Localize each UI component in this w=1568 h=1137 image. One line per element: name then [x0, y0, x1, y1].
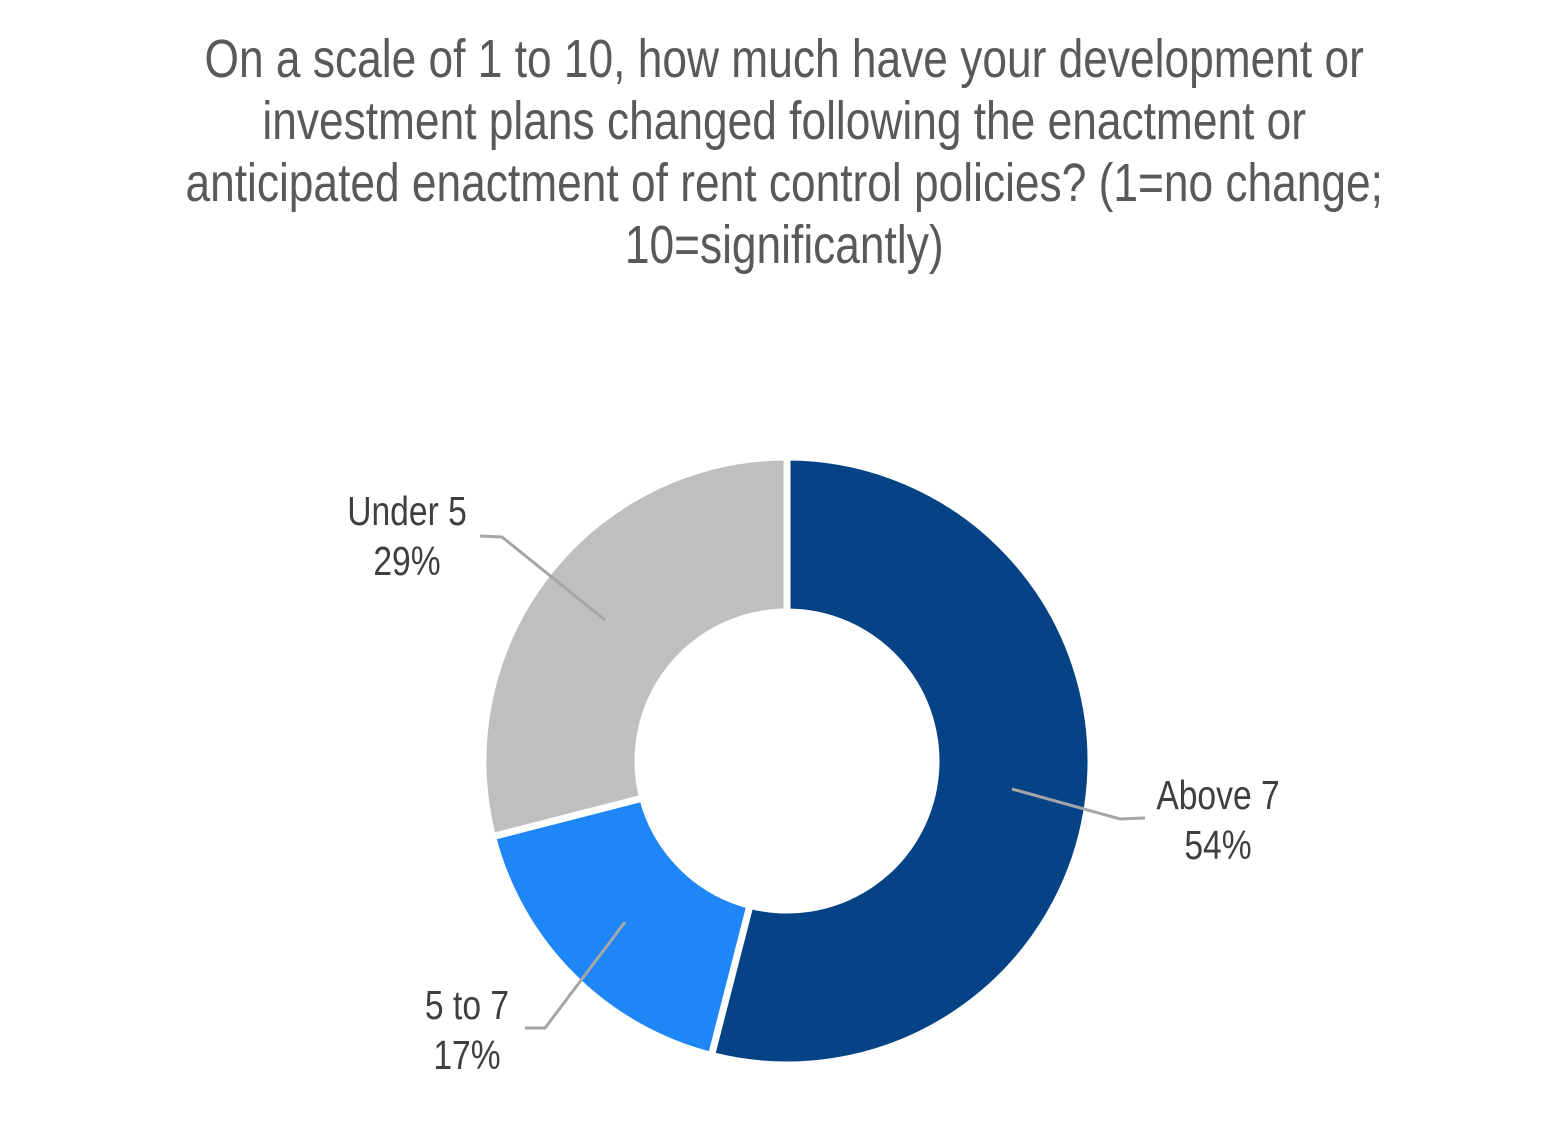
slice-label-value: 29%: [373, 538, 441, 584]
chart-title-line: anticipated enactment of rent control po…: [185, 153, 1383, 213]
donut-slice-above-7: [707, 453, 1095, 1069]
slice-label-under-5: Under 5 29%: [347, 486, 467, 586]
slice-label-category: Under 5: [347, 488, 467, 534]
slice-label-category: Above 7: [1156, 772, 1280, 818]
leader-line: [479, 534, 606, 622]
slice-label-5-to-7: 5 to 7 17%: [425, 980, 509, 1080]
chart-title: On a scale of 1 to 10, how much have you…: [0, 28, 1568, 276]
donut-slice-under-5: [479, 453, 791, 841]
slice-label-above-7: Above 7 54%: [1156, 770, 1279, 870]
leader-line: [1011, 787, 1146, 821]
chart-title-text: On a scale of 1 to 10, how much have you…: [185, 28, 1383, 276]
slice-label-category: 5 to 7: [424, 982, 510, 1028]
chart-title-line: On a scale of 1 to 10, how much have you…: [204, 29, 1364, 89]
chart-title-line: investment plans changed following the e…: [262, 91, 1306, 151]
leader-line: [525, 921, 627, 1030]
chart-title-line: 10=significantly): [624, 215, 944, 275]
slice-label-value: 54%: [1184, 822, 1252, 868]
slice-label-value: 17%: [433, 1032, 501, 1078]
